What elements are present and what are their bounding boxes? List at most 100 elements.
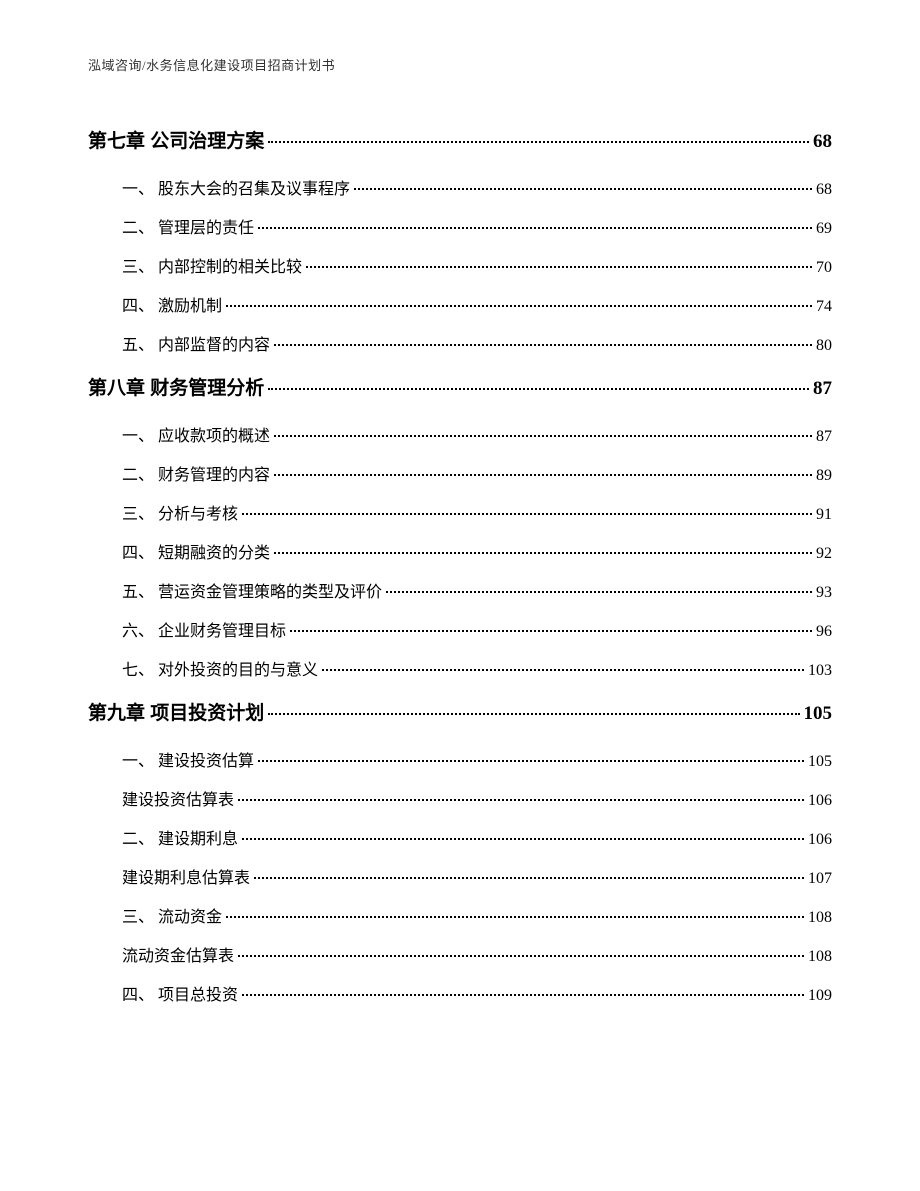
toc-leader-dots (268, 388, 809, 390)
toc-page-number: 107 (808, 870, 832, 888)
toc-section-entry: 二、建设期利息 106 (88, 825, 832, 849)
toc-page-number: 80 (816, 337, 832, 355)
toc-section-title: 分析与考核 (158, 506, 238, 523)
toc-section-number: 二、 (122, 467, 154, 484)
toc-section-title: 建设期利息 (158, 831, 238, 848)
toc-section-label: 四、项目总投资 (122, 981, 238, 1005)
toc-section-label: 一、建设投资估算 (122, 747, 254, 771)
toc-section-entry: 三、分析与考核91 (88, 500, 832, 524)
toc-leader-dots (268, 141, 809, 143)
toc-leader-dots (258, 760, 804, 762)
toc-page-number: 70 (816, 259, 832, 277)
toc-section-entry: 建设投资估算表 106 (88, 786, 832, 810)
toc-section-title: 建设期利息估算表 (122, 870, 250, 887)
toc-page-number: 103 (808, 662, 832, 680)
toc-section-entry: 七、对外投资的目的与意义 103 (88, 656, 832, 680)
toc-chapter-entry: 第八章 财务管理分析 87 (88, 373, 832, 400)
toc-section-label: 三、分析与考核 (122, 500, 238, 524)
toc-page-number: 87 (816, 428, 832, 446)
toc-section-number: 六、 (122, 623, 154, 640)
toc-page-number: 108 (808, 909, 832, 927)
toc-leader-dots (268, 713, 799, 715)
toc-section-number: 五、 (122, 337, 154, 354)
toc-section-title: 营运资金管理策略的类型及评价 (158, 584, 382, 601)
toc-section-title: 短期融资的分类 (158, 545, 270, 562)
toc-section-number: 二、 (122, 831, 154, 848)
toc-section-label: 二、管理层的责任 (122, 214, 254, 238)
toc-section-entry: 四、短期融资的分类 92 (88, 539, 832, 563)
document-header: 泓域咨询/水务信息化建设项目招商计划书 (88, 55, 832, 74)
toc-section-title: 流动资金 (158, 909, 222, 926)
toc-section-entry: 三、流动资金 108 (88, 903, 832, 927)
toc-section-label: 流动资金估算表 (122, 942, 234, 966)
toc-section-entry: 流动资金估算表 108 (88, 942, 832, 966)
toc-section-title: 管理层的责任 (158, 220, 254, 237)
toc-leader-dots (238, 955, 804, 957)
toc-section-number: 一、 (122, 428, 154, 445)
toc-chapter-label: 第八章 财务管理分析 (88, 373, 264, 400)
toc-section-title: 对外投资的目的与意义 (158, 662, 318, 679)
toc-section-entry: 六、企业财务管理目标 96 (88, 617, 832, 641)
toc-leader-dots (242, 513, 812, 515)
toc-page-number: 96 (816, 623, 832, 641)
toc-section-entry: 二、管理层的责任 69 (88, 214, 832, 238)
toc-leader-dots (254, 877, 804, 879)
toc-section-title: 建设投资估算表 (122, 792, 234, 809)
toc-section-title: 财务管理的内容 (158, 467, 270, 484)
toc-section-label: 三、流动资金 (122, 903, 222, 927)
toc-leader-dots (226, 916, 804, 918)
toc-page-number: 93 (816, 584, 832, 602)
toc-section-title: 应收款项的概述 (158, 428, 270, 445)
toc-leader-dots (226, 305, 812, 307)
toc-section-entry: 三、内部控制的相关比较 70 (88, 253, 832, 277)
toc-page-number: 92 (816, 545, 832, 563)
toc-section-title: 激励机制 (158, 298, 222, 315)
toc-section-number: 四、 (122, 545, 154, 562)
toc-section-number: 一、 (122, 753, 154, 770)
toc-leader-dots (386, 591, 812, 593)
toc-section-title: 企业财务管理目标 (158, 623, 286, 640)
toc-section-entry: 五、营运资金管理策略的类型及评价 93 (88, 578, 832, 602)
toc-section-number: 三、 (122, 909, 154, 926)
toc-page-number: 109 (808, 987, 832, 1005)
toc-page-number: 108 (808, 948, 832, 966)
toc-chapter-entry: 第七章 公司治理方案68 (88, 126, 832, 153)
toc-section-label: 建设投资估算表 (122, 786, 234, 810)
toc-page-number: 74 (816, 298, 832, 316)
toc-section-title: 内部控制的相关比较 (158, 259, 302, 276)
toc-page-number: 87 (813, 378, 832, 400)
toc-section-number: 四、 (122, 298, 154, 315)
toc-section-number: 五、 (122, 584, 154, 601)
toc-section-entry: 一、股东大会的召集及议事程序68 (88, 175, 832, 199)
toc-section-title: 流动资金估算表 (122, 948, 234, 965)
toc-section-title: 内部监督的内容 (158, 337, 270, 354)
toc-leader-dots (274, 435, 812, 437)
toc-section-label: 五、内部监督的内容 (122, 331, 270, 355)
table-of-contents: 第七章 公司治理方案68一、股东大会的召集及议事程序68二、管理层的责任69三、… (88, 126, 832, 1005)
toc-chapter-label: 第九章 项目投资计划 (88, 698, 264, 725)
toc-page-number: 106 (808, 831, 832, 849)
toc-section-label: 一、股东大会的召集及议事程序 (122, 175, 350, 199)
toc-section-title: 项目总投资 (158, 987, 238, 1004)
toc-section-label: 一、应收款项的概述 (122, 422, 270, 446)
toc-section-entry: 二、财务管理的内容89 (88, 461, 832, 485)
toc-leader-dots (306, 266, 812, 268)
toc-section-entry: 建设期利息估算表 107 (88, 864, 832, 888)
toc-page-number: 106 (808, 792, 832, 810)
toc-section-label: 四、短期融资的分类 (122, 539, 270, 563)
toc-section-number: 七、 (122, 662, 154, 679)
toc-section-entry: 四、激励机制 74 (88, 292, 832, 316)
toc-page-number: 68 (813, 131, 832, 153)
toc-leader-dots (242, 994, 804, 996)
toc-section-label: 二、建设期利息 (122, 825, 238, 849)
toc-leader-dots (290, 630, 812, 632)
toc-section-label: 五、营运资金管理策略的类型及评价 (122, 578, 382, 602)
toc-section-title: 股东大会的召集及议事程序 (158, 181, 350, 198)
header-text: 泓域咨询/水务信息化建设项目招商计划书 (88, 58, 335, 73)
toc-section-title: 建设投资估算 (158, 753, 254, 770)
toc-section-number: 三、 (122, 259, 154, 276)
toc-page-number: 69 (816, 220, 832, 238)
toc-section-number: 一、 (122, 181, 154, 198)
toc-section-label: 三、内部控制的相关比较 (122, 253, 302, 277)
toc-section-entry: 一、建设投资估算105 (88, 747, 832, 771)
